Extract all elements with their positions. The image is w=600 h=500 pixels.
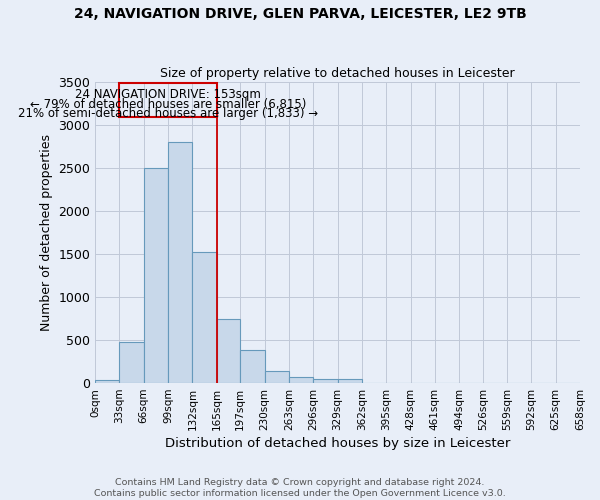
Bar	[144, 168, 168, 383]
Bar	[265, 371, 289, 383]
Bar	[168, 142, 193, 383]
Title: Size of property relative to detached houses in Leicester: Size of property relative to detached ho…	[160, 66, 515, 80]
Bar	[119, 342, 144, 383]
Bar	[313, 379, 338, 383]
Text: 21% of semi-detached houses are larger (1,833) →: 21% of semi-detached houses are larger (…	[18, 107, 318, 120]
Text: 24, NAVIGATION DRIVE, GLEN PARVA, LEICESTER, LE2 9TB: 24, NAVIGATION DRIVE, GLEN PARVA, LEICES…	[74, 8, 526, 22]
Bar	[95, 380, 119, 383]
Bar	[338, 379, 362, 383]
Bar	[217, 318, 240, 383]
Text: ← 79% of detached houses are smaller (6,815): ← 79% of detached houses are smaller (6,…	[30, 98, 306, 112]
Bar	[289, 377, 313, 383]
Bar	[119, 83, 217, 117]
Bar	[193, 252, 217, 383]
Text: Contains HM Land Registry data © Crown copyright and database right 2024.
Contai: Contains HM Land Registry data © Crown c…	[94, 478, 506, 498]
X-axis label: Distribution of detached houses by size in Leicester: Distribution of detached houses by size …	[165, 437, 510, 450]
Bar	[240, 350, 265, 383]
Text: 24 NAVIGATION DRIVE: 153sqm: 24 NAVIGATION DRIVE: 153sqm	[75, 88, 261, 101]
Y-axis label: Number of detached properties: Number of detached properties	[40, 134, 53, 331]
